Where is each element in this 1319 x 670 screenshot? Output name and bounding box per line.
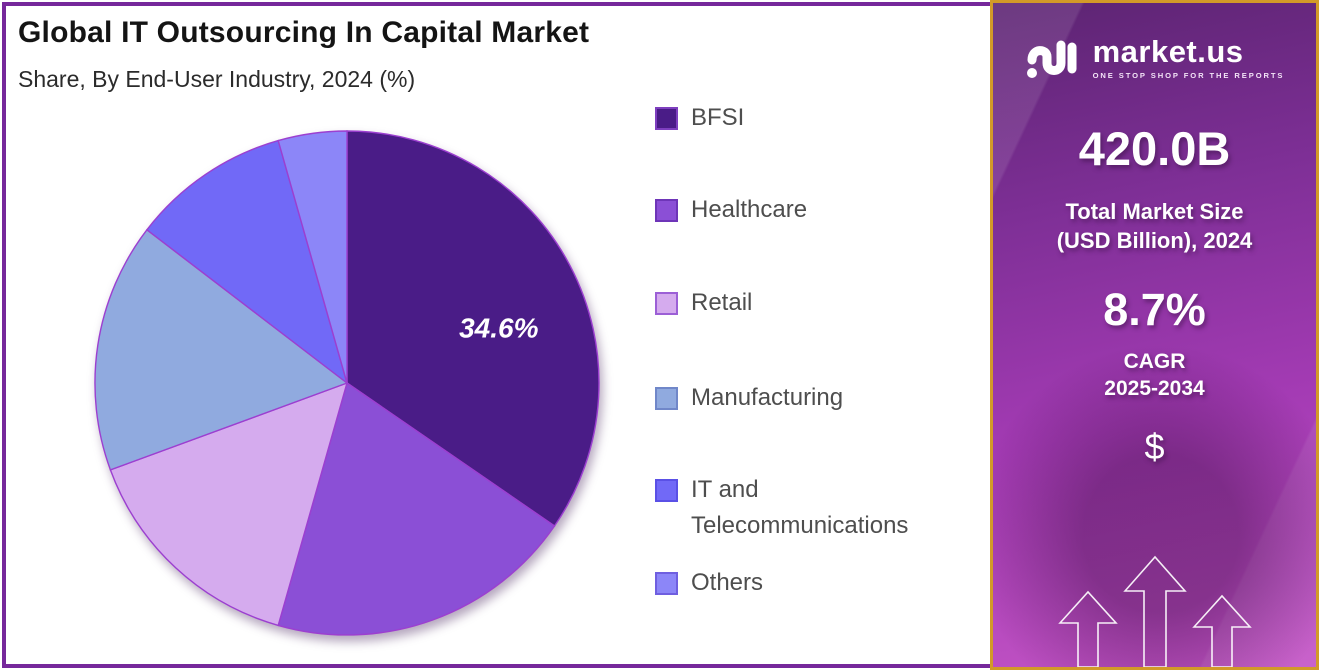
legend-item-others: Others bbox=[655, 565, 960, 601]
pie-slice-bfsi bbox=[346, 130, 600, 527]
market-size-caption-line1: Total Market Size bbox=[1065, 199, 1244, 224]
legend-item-manufacturing: Manufacturing bbox=[655, 380, 960, 416]
marketus-logo-icon bbox=[1026, 40, 1077, 78]
legend-label-it-and-telecommunications: IT and Telecommunications bbox=[691, 476, 909, 539]
brand-tagline: ONE STOP SHOP FOR THE REPORTS bbox=[1092, 71, 1285, 80]
page-subtitle: Share, By End-User Industry, 2024 (%) bbox=[18, 66, 416, 92]
page-title: Global IT Outsourcing In Capital Market bbox=[18, 16, 590, 49]
pie-chart: 34.6% bbox=[94, 130, 600, 636]
brand-text: market.us ONE STOP SHOP FOR THE REPORTS bbox=[1093, 36, 1285, 80]
legend-item-retail: Retail bbox=[655, 285, 960, 321]
growth-arrows-icon bbox=[1057, 555, 1252, 667]
pie-slice-healthcare bbox=[277, 381, 556, 636]
legend-label-others: Others bbox=[691, 569, 764, 596]
legend-swatch-bfsi bbox=[655, 107, 678, 130]
legend-label-bfsi: BFSI bbox=[691, 104, 745, 131]
cagr-caption-line2: 2025-2034 bbox=[1104, 377, 1205, 401]
cagr-value: 8.7% bbox=[1103, 284, 1206, 336]
dollar-icon: $ bbox=[1144, 425, 1165, 467]
cagr-caption-line1: CAGR bbox=[1123, 350, 1186, 374]
legend: BFSI Healthcare Retail Manufacturing IT and … bbox=[655, 0, 960, 670]
brand-name: market.us bbox=[1092, 34, 1244, 69]
brand-sidebar: market.us ONE STOP SHOP FOR THE REPORTS … bbox=[990, 0, 1319, 670]
legend-label-healthcare: Healthcare bbox=[691, 196, 808, 223]
market-size-value: 420.0B bbox=[1078, 122, 1231, 175]
legend-swatch-others bbox=[655, 572, 678, 595]
legend-swatch-it-and-telecommunications bbox=[655, 479, 678, 502]
legend-label-retail: Retail bbox=[691, 289, 753, 316]
legend-item-healthcare: Healthcare bbox=[655, 192, 960, 228]
legend-item-it-and-telecommunications: IT and Telecommunications bbox=[655, 472, 960, 544]
legend-item-bfsi: BFSI bbox=[655, 100, 960, 136]
legend-swatch-retail bbox=[655, 292, 678, 315]
pie-data-label: 34.6% bbox=[459, 313, 538, 344]
pie-slice-retail bbox=[109, 381, 349, 627]
brand-logo: market.us ONE STOP SHOP FOR THE REPORTS bbox=[1025, 33, 1285, 83]
market-size-caption-line2: (USD Billion), 2024 bbox=[1056, 227, 1253, 253]
legend-label-manufacturing: Manufacturing bbox=[691, 384, 844, 411]
pie-slice-manufacturing bbox=[94, 228, 349, 471]
legend-swatch-healthcare bbox=[655, 199, 678, 222]
pie-slice-others bbox=[277, 130, 348, 384]
pie-slice-it-and-telecommunications bbox=[145, 139, 349, 385]
legend-swatch-manufacturing bbox=[655, 387, 678, 410]
cagr-caption: CAGR 2025-2034 bbox=[1104, 348, 1204, 403]
market-size-caption: Total Market Size (USD Billion), 2024 bbox=[1057, 198, 1253, 255]
